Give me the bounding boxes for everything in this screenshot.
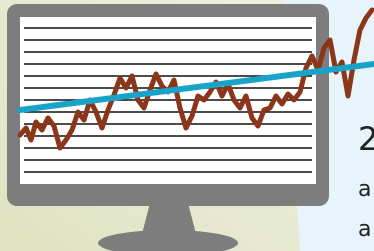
body-text: a [358, 177, 371, 202]
number-text: 2 [358, 120, 374, 158]
monitor-neck [142, 203, 196, 234]
page: 2 a a (() => { const data = JSON.parse(d… [0, 0, 374, 251]
illustration: 2 a a [0, 0, 374, 251]
body-text: a [358, 217, 371, 242]
